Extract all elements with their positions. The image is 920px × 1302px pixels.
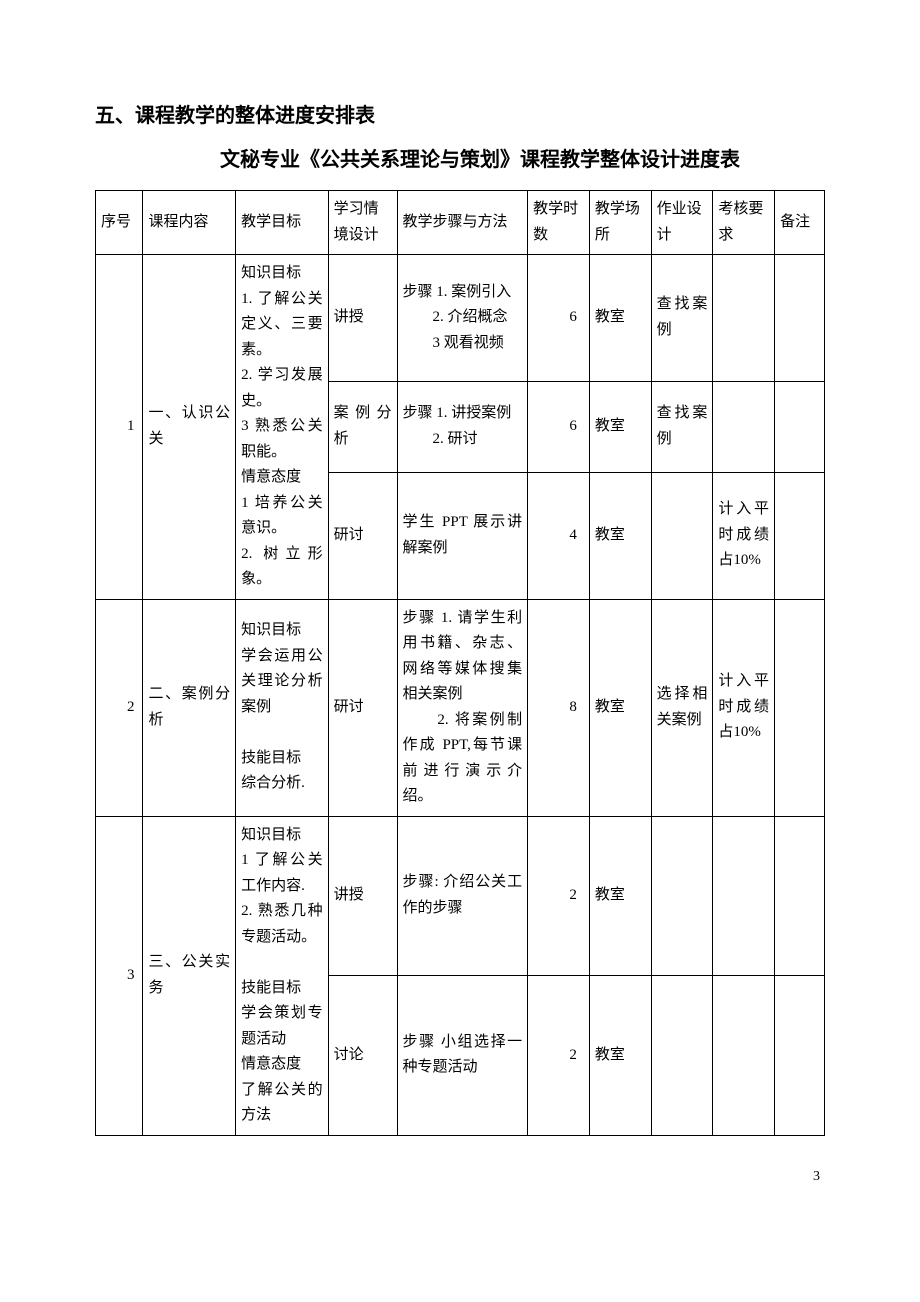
cell-num: 1 [96,255,143,600]
col-num-header: 序号 [96,191,143,255]
col-steps-header: 教学步骤与方法 [397,191,528,255]
schedule-table: 序号 课程内容 教学目标 学习情境设计 教学步骤与方法 教学时数 教学场所 作业… [95,190,825,1136]
cell-note [775,472,825,599]
cell-steps: 步骤 1. 讲授案例 2. 研讨 [397,381,528,472]
cell-note [775,381,825,472]
cell-note [775,976,825,1136]
cell-steps: 步骤 1. 案例引入 2. 介绍概念 3 观看视频 [397,255,528,382]
table-row: 3三、公关实务知识目标 1 了解公关工作内容. 2. 熟悉几种专题活动。 技能目… [96,816,825,976]
cell-note [775,816,825,976]
cell-place: 教室 [589,472,651,599]
cell-note [775,255,825,382]
page-number: 3 [95,1166,825,1188]
cell-goal: 知识目标 1 了解公关工作内容. 2. 熟悉几种专题活动。 技能目标 学会策划专… [236,816,329,1135]
cell-assess [713,816,775,976]
cell-context: 研讨 [328,599,397,816]
table-title: 文秘专业《公共关系理论与策划》课程教学整体设计进度表 [95,144,825,176]
cell-hours: 2 [528,816,590,976]
cell-homework [651,472,713,599]
cell-place: 教室 [589,255,651,382]
col-place-header: 教学场所 [589,191,651,255]
table-header-row: 序号 课程内容 教学目标 学习情境设计 教学步骤与方法 教学时数 教学场所 作业… [96,191,825,255]
cell-content: 二、案例分析 [143,599,236,816]
cell-steps: 步骤 1. 请学生利用书籍、杂志、网络等媒体搜集相关案例 2. 将案例制作成 P… [397,599,528,816]
cell-assess [713,255,775,382]
cell-homework: 选择相关案例 [651,599,713,816]
cell-homework: 查找案例 [651,381,713,472]
cell-goal: 知识目标 1. 了解公关定义、三要素。 2. 学习发展史。 3 熟悉公关职能。 … [236,255,329,600]
cell-assess [713,381,775,472]
cell-homework [651,816,713,976]
section-heading: 五、课程教学的整体进度安排表 [95,100,825,132]
cell-content: 三、公关实务 [143,816,236,1135]
cell-place: 教室 [589,816,651,976]
col-content-header: 课程内容 [143,191,236,255]
col-assess-header: 考核要求 [713,191,775,255]
cell-hours: 8 [528,599,590,816]
cell-homework [651,976,713,1136]
cell-num: 2 [96,599,143,816]
cell-steps: 步骤: 介绍公关工作的步骤 [397,816,528,976]
cell-context: 讲授 [328,255,397,382]
cell-steps: 步骤 小组选择一种专题活动 [397,976,528,1136]
col-goal-header: 教学目标 [236,191,329,255]
cell-hours: 6 [528,381,590,472]
cell-context: 案例分析 [328,381,397,472]
table-row: 1一、认识公关知识目标 1. 了解公关定义、三要素。 2. 学习发展史。 3 熟… [96,255,825,382]
col-hours-header: 教学时数 [528,191,590,255]
cell-hours: 2 [528,976,590,1136]
table-row: 2二、案例分析知识目标 学会运用公关理论分析案例 技能目标 综合分析.研讨步骤 … [96,599,825,816]
cell-steps: 学生 PPT 展示讲解案例 [397,472,528,599]
cell-hours: 4 [528,472,590,599]
cell-assess [713,976,775,1136]
cell-hours: 6 [528,255,590,382]
cell-num: 3 [96,816,143,1135]
cell-homework: 查找案例 [651,255,713,382]
cell-content: 一、认识公关 [143,255,236,600]
cell-context: 讨论 [328,976,397,1136]
cell-assess: 计入平时成绩占10% [713,599,775,816]
cell-place: 教室 [589,381,651,472]
cell-assess: 计入平时成绩占10% [713,472,775,599]
col-homework-header: 作业设计 [651,191,713,255]
col-context-header: 学习情境设计 [328,191,397,255]
cell-goal: 知识目标 学会运用公关理论分析案例 技能目标 综合分析. [236,599,329,816]
cell-context: 研讨 [328,472,397,599]
cell-note [775,599,825,816]
cell-place: 教室 [589,976,651,1136]
cell-place: 教室 [589,599,651,816]
cell-context: 讲授 [328,816,397,976]
col-note-header: 备注 [775,191,825,255]
